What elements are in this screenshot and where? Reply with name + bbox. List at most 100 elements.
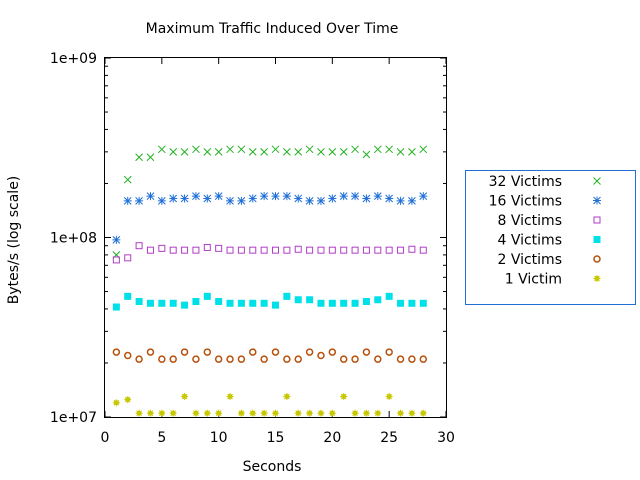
point-16-victims — [180, 194, 189, 203]
point-1-victim — [158, 409, 166, 417]
point-32-victims — [192, 145, 200, 154]
point-8-victims — [294, 245, 302, 253]
point-8-victims — [135, 242, 143, 250]
x-axis-label: Seconds — [243, 459, 302, 475]
point-2-victims — [112, 348, 121, 356]
legend-label-16-victims: 16 Victims — [489, 194, 562, 210]
point-8-victims — [397, 246, 405, 254]
point-8-victims — [408, 245, 416, 253]
point-4-victims — [317, 299, 325, 307]
point-1-victim — [340, 393, 348, 401]
point-2-victims — [146, 348, 155, 356]
point-2-victims — [408, 355, 416, 363]
point-4-victims — [146, 299, 154, 307]
point-1-victim — [317, 409, 325, 417]
point-1-victim — [237, 409, 245, 417]
point-1-victim — [181, 393, 189, 401]
point-1-victim — [135, 409, 143, 417]
point-8-victims — [317, 246, 325, 254]
point-8-victims — [385, 246, 393, 254]
x-tick-label: 15 — [267, 430, 285, 446]
point-4-victims — [362, 298, 370, 306]
y-tick-label: 1e+09 — [50, 51, 97, 67]
point-1-victim — [419, 409, 427, 417]
point-2-victims — [339, 355, 348, 363]
point-8-victims — [362, 246, 370, 254]
point-16-victims — [316, 196, 325, 205]
point-16-victims — [248, 194, 257, 203]
point-4-victims — [340, 299, 348, 307]
point-2-victims — [305, 348, 314, 356]
point-2-victims — [396, 355, 405, 363]
point-2-victims — [419, 355, 428, 363]
point-8-victims — [283, 246, 291, 254]
point-8-victims — [340, 246, 348, 254]
point-4-victims — [397, 299, 405, 307]
point-32-victims — [135, 153, 143, 162]
point-16-victims — [305, 196, 314, 205]
point-2-victims — [169, 355, 177, 363]
point-8-victims — [215, 244, 223, 252]
point-1-victim — [385, 393, 393, 401]
legend-label-8-victims: 8 Victims — [497, 213, 562, 229]
point-8-victims — [203, 243, 211, 251]
point-2-victims — [385, 348, 393, 356]
point-16-victims — [282, 192, 291, 201]
point-2-victims — [192, 355, 200, 363]
point-32-victims — [180, 148, 189, 156]
point-16-victims — [191, 192, 200, 201]
point-16-victims — [396, 196, 405, 205]
point-8-victims — [169, 246, 177, 254]
point-32-victims — [283, 148, 291, 156]
point-4-victims — [374, 296, 382, 304]
point-4-victims — [385, 292, 393, 300]
point-2-victims — [226, 355, 234, 363]
legend-label-4-victims: 4 Victims — [497, 233, 562, 249]
point-4-victims — [306, 296, 314, 304]
point-1-victim — [169, 409, 177, 417]
point-2-victims — [180, 348, 189, 356]
point-4-victims — [169, 299, 177, 307]
point-16-victims — [157, 196, 166, 205]
point-4-victims — [351, 299, 359, 307]
point-4-victims — [283, 292, 291, 300]
point-2-victims — [260, 355, 268, 363]
point-32-victims — [373, 145, 382, 154]
point-2-victims — [158, 355, 166, 363]
y-axis: 1e+07 1e+08 1e+09 — [50, 51, 446, 426]
point-4-victims — [328, 299, 336, 307]
point-4-victims — [272, 301, 279, 309]
legend-marker-4-victims — [593, 236, 601, 243]
point-16-victims — [169, 194, 178, 203]
point-32-victims — [237, 145, 246, 154]
y-axis-label: Bytes/s (log scale) — [6, 176, 22, 305]
point-16-victims — [214, 192, 223, 201]
point-2-victims — [362, 348, 371, 356]
point-8-victims — [328, 246, 336, 254]
point-1-victim — [203, 409, 211, 417]
point-16-victims — [203, 194, 212, 203]
point-32-victims — [169, 148, 178, 156]
point-4-victims — [112, 303, 120, 311]
point-2-victims — [351, 355, 359, 363]
point-32-victims — [385, 145, 394, 154]
legend-marker-1-victim — [593, 275, 601, 282]
point-32-victims — [203, 148, 212, 156]
point-1-victim — [124, 396, 132, 404]
point-4-victims — [260, 299, 268, 307]
point-32-victims — [396, 148, 405, 156]
point-4-victims — [237, 299, 245, 307]
point-4-victims — [135, 298, 143, 306]
x-tick-label: 0 — [101, 430, 110, 446]
legend-box — [465, 170, 636, 305]
legend-label-1-victim: 1 Victim — [505, 272, 562, 288]
point-4-victims — [215, 298, 223, 306]
point-1-victim — [260, 409, 268, 417]
point-8-victims — [146, 246, 154, 254]
point-16-victims — [260, 192, 269, 201]
point-32-victims — [226, 145, 234, 154]
point-16-victims — [407, 196, 416, 205]
point-1-victim — [112, 399, 120, 407]
point-8-victims — [112, 256, 120, 264]
point-1-victim — [283, 393, 291, 401]
